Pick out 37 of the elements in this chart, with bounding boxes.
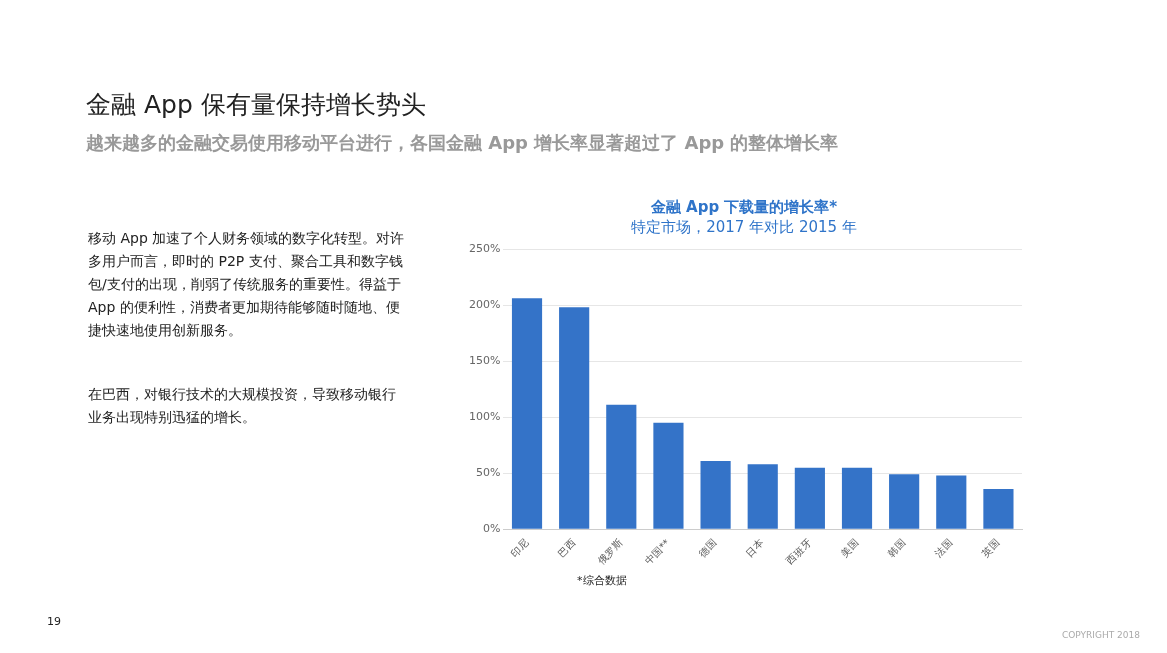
bar (511, 298, 543, 529)
x-tick-label: 印尼 (508, 537, 531, 559)
x-tick-label: 韩国 (885, 537, 908, 559)
bar (606, 404, 637, 529)
bar (889, 474, 920, 529)
bar (559, 307, 590, 529)
y-tick-label: 50% (475, 466, 501, 480)
text: 在巴西，对银行技术的大规模投资，导致移动银行业务出现特别迅猛的增长。 (88, 385, 397, 427)
text: COPYRIGHT 2018 (1062, 630, 1141, 640)
y-tick-label: 200% (468, 297, 501, 311)
bar (653, 422, 684, 529)
x-tick-label: 巴西 (555, 537, 578, 559)
bar (700, 460, 731, 529)
x-tick-label: 德国 (696, 537, 719, 559)
text: 19 (47, 615, 61, 628)
bar (841, 467, 873, 529)
x-tick-label: 法国 (932, 537, 955, 559)
bar (747, 464, 778, 529)
text: 越来越多的金融交易使用移动平台进行，各国金融 App 增长率显著超过了 App 的整体增长率 (86, 131, 839, 155)
x-tick-label: 西班牙 (784, 537, 814, 567)
chart-title: 金融 App 下载量的增长率* (649, 197, 838, 216)
y-tick-label: 100% (468, 410, 501, 424)
y-tick-label: 150% (468, 353, 501, 367)
bar (794, 467, 825, 529)
text: 移动 App 加速了个人财务领域的数字化转型。对许多用户而言，即时的 P2P 支付、聚合工具和数字钱包/支付的出现，削弱了传统服务的重要性。得益于 App 的便利性，消费者更加期待能够随时随地、便捷快速地使用创新服务。 (88, 229, 406, 340)
y-tick-label: 250% (468, 241, 501, 255)
text: *综合数据 (577, 573, 627, 588)
chart-subtitle: 特定市场，2017 年对比 2015 年 (631, 217, 857, 236)
x-tick-label: 俄罗斯 (595, 537, 625, 567)
x-tick-label: 美国 (838, 537, 861, 559)
x-tick-label: 英国 (979, 537, 1002, 559)
text: 金融 App 保有量保持增长势头 (86, 89, 426, 121)
bar (983, 488, 1014, 529)
bar (936, 475, 967, 529)
x-tick-label: 日本 (744, 537, 766, 559)
y-tick-label: 0% (482, 522, 501, 536)
x-tick-label: 中国** (642, 537, 672, 567)
